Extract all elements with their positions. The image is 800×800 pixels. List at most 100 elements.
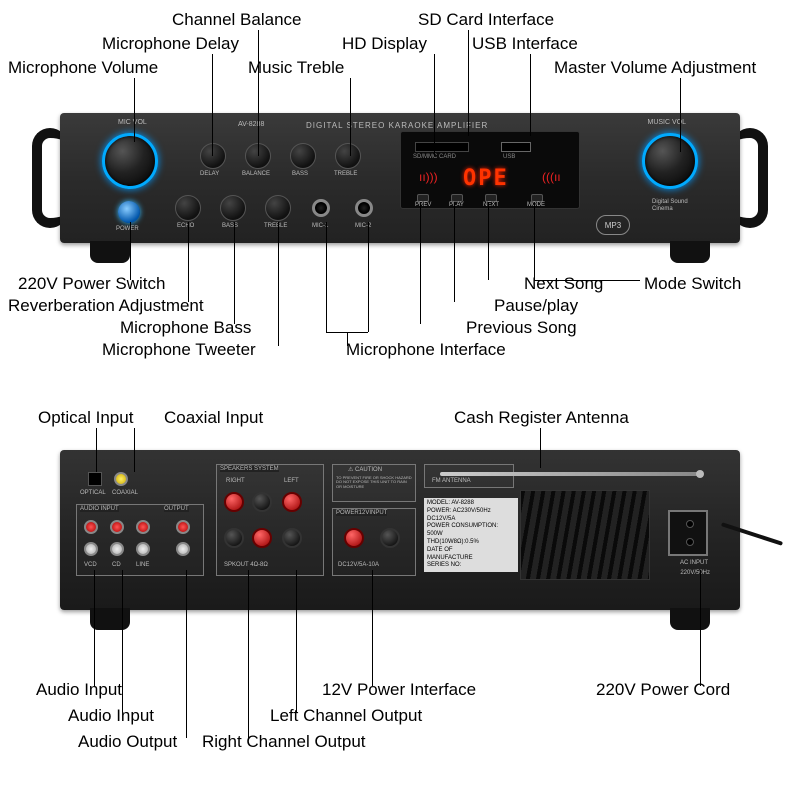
mic-vol-text: MIC VOL — [118, 119, 147, 126]
dc12v-neg[interactable] — [380, 528, 400, 548]
callout-music-treble: Music Treble — [248, 58, 344, 78]
spec-line: DATE OF — [427, 547, 515, 555]
next-button[interactable] — [485, 194, 497, 202]
callout-coaxial: Coaxial Input — [164, 408, 263, 428]
foot — [90, 241, 130, 263]
leader — [96, 428, 97, 472]
callout-right-ch: Right Channel Output — [202, 732, 366, 752]
mic-treble-knob[interactable] — [265, 195, 291, 221]
usb-port[interactable] — [501, 142, 531, 152]
box-label: OUTPUT — [164, 506, 189, 512]
leader — [454, 202, 455, 302]
leader — [188, 222, 189, 302]
callout-audio-in: Audio Input — [36, 680, 122, 700]
play-button[interactable] — [451, 194, 463, 202]
ch-label: LEFT — [284, 478, 299, 484]
callout-mic-bass: Microphone Bass — [120, 318, 251, 338]
callout-mic-interface: Microphone Interface — [346, 340, 506, 360]
rca-out-r[interactable] — [176, 520, 190, 534]
rca-vcd-r[interactable] — [84, 520, 98, 534]
caution-title: ⚠ CAUTION — [348, 466, 382, 473]
mic2-jack[interactable] — [355, 199, 373, 217]
power-cable — [721, 522, 783, 546]
rca-cd-l[interactable] — [110, 542, 124, 556]
leader — [326, 222, 327, 332]
foot — [670, 608, 710, 630]
leader — [468, 30, 469, 136]
rca-cd-r[interactable] — [110, 520, 124, 534]
box-label: SPEAKERS SYSTEM — [220, 466, 279, 472]
port-label: COAXIAL — [112, 490, 138, 496]
spec-label: MODEL: AV-8288 POWER: AC230V/50Hz DC12V/… — [424, 498, 518, 572]
callout-mode: Mode Switch — [644, 274, 741, 294]
mic1-jack[interactable] — [312, 199, 330, 217]
fm-label: FM ANTENNA — [432, 478, 471, 484]
optical-port[interactable] — [88, 472, 102, 486]
leader — [540, 428, 541, 468]
spec-line: MODEL: AV-8288 — [427, 500, 515, 508]
ac-input-socket[interactable] — [668, 510, 708, 556]
dc12v-pos[interactable] — [344, 528, 364, 548]
foot — [90, 608, 130, 630]
echo-knob[interactable] — [175, 195, 201, 221]
delay-knob[interactable] — [200, 143, 226, 169]
rca-line-l[interactable] — [136, 542, 150, 556]
spk-right-neg2[interactable] — [224, 528, 244, 548]
antenna-tip — [696, 470, 704, 478]
spk-right-pos[interactable] — [224, 492, 244, 512]
callout-audio-out: Audio Output — [78, 732, 177, 752]
mic-volume-knob[interactable] — [102, 133, 158, 189]
rca-label: LINE — [136, 562, 149, 568]
power-button[interactable] — [118, 201, 140, 223]
rca-vcd-l[interactable] — [84, 542, 98, 556]
spec-line: THD(10W8Ω):0.5% — [427, 539, 515, 547]
spk-left-neg[interactable] — [282, 528, 302, 548]
ch-label: RIGHT — [226, 478, 245, 484]
leader — [488, 202, 489, 280]
callout-left-ch: Left Channel Output — [270, 706, 422, 726]
box-label: AUDIO INPUT — [80, 506, 119, 512]
rca-line-r[interactable] — [136, 520, 150, 534]
rca-out-l[interactable] — [176, 542, 190, 556]
dsc-label: Digital Sound Cinema — [652, 199, 692, 212]
fm-antenna[interactable] — [440, 472, 700, 476]
amplifier-back-view: OPTICAL COAXIAL AUDIO INPUT OUTPUT VCD C… — [20, 450, 780, 630]
callout-hd-display: HD Display — [342, 34, 427, 54]
callout-prev: Previous Song — [466, 318, 577, 338]
wave-icon: ıı))) — [419, 170, 438, 184]
display-panel: SD/MMC CARD USB ıı))) OPE ıı))) PREV PLA… — [400, 131, 580, 209]
prev-button[interactable] — [417, 194, 429, 202]
foot — [670, 241, 710, 263]
knob-label: DELAY — [200, 171, 219, 177]
spk-aux[interactable] — [252, 528, 272, 548]
callout-next: Next Song — [524, 274, 603, 294]
wave-icon: ıı))) — [542, 170, 561, 184]
callout-antenna: Cash Register Antenna — [454, 408, 629, 428]
callout-mic-volume: Microphone Volume — [8, 58, 158, 78]
leader — [530, 54, 531, 136]
vent-grille — [520, 490, 650, 580]
mode-button[interactable] — [531, 194, 543, 202]
knob-label: BASS — [292, 171, 308, 177]
leader — [130, 222, 131, 280]
leader — [350, 78, 351, 156]
spk-left-pos[interactable] — [282, 492, 302, 512]
music-treble-knob[interactable] — [335, 143, 361, 169]
callout-mic-delay: Microphone Delay — [102, 34, 239, 54]
mp3-badge: MP3 — [596, 215, 630, 235]
spec-line: MANUFACTURE — [427, 555, 515, 563]
btn-label: NEXT — [483, 202, 499, 208]
callout-sd-card: SD Card Interface — [418, 10, 554, 30]
coaxial-port[interactable] — [114, 472, 128, 486]
leader — [94, 570, 95, 686]
mic-bass-knob[interactable] — [220, 195, 246, 221]
spec-line: POWER CONSUMPTION: 500W — [427, 523, 515, 539]
btn-label: MODE — [527, 202, 545, 208]
sd-card-slot[interactable] — [415, 142, 469, 152]
leader — [700, 570, 701, 686]
model-text: AV-8288 — [238, 121, 264, 128]
master-volume-knob[interactable] — [642, 133, 698, 189]
music-bass-knob[interactable] — [290, 143, 316, 169]
leader — [434, 54, 435, 156]
spk-right-neg[interactable] — [252, 492, 272, 512]
